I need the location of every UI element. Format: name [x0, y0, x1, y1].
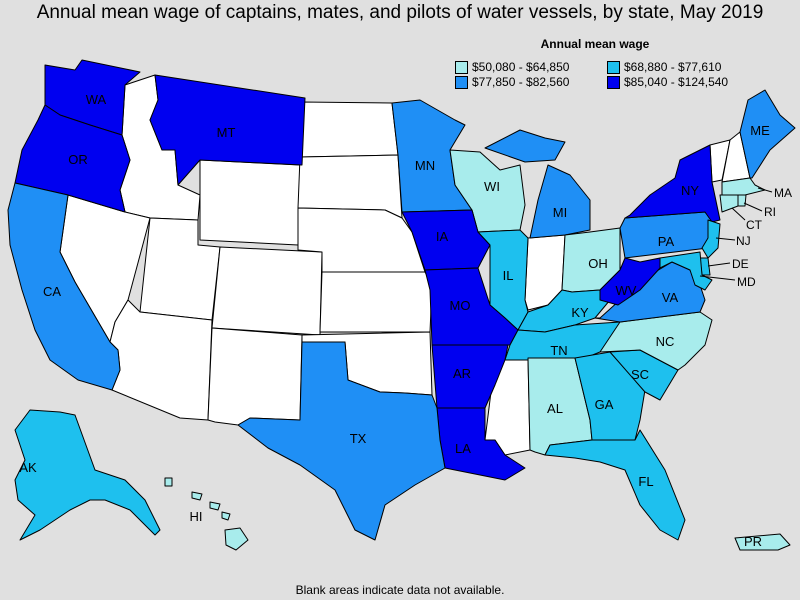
label-MT: MT: [217, 125, 236, 140]
legend-item: $77,850 - $82,560: [455, 75, 607, 89]
label-MN: MN: [415, 158, 435, 173]
state-WY: [199, 159, 301, 246]
label-NJ: NJ: [736, 234, 751, 248]
state-MT: [149, 74, 306, 186]
state-IA: [401, 209, 491, 271]
state-ME: [739, 89, 796, 179]
label-CA: CA: [43, 284, 61, 299]
label-PA: PA: [658, 234, 675, 249]
label-CT: CT: [746, 218, 763, 232]
state-CO: [211, 246, 323, 336]
legend-label: $77,850 - $82,560: [472, 75, 570, 89]
legend-swatch: [607, 75, 620, 89]
label-ME: ME: [750, 123, 770, 138]
footnote: Blank areas indicate data not available.: [295, 583, 505, 597]
label-OR: OR: [68, 152, 88, 167]
label-RI: RI: [764, 205, 776, 219]
legend-swatch: [455, 60, 468, 74]
label-WV: WV: [616, 283, 637, 298]
state-KS: [319, 271, 433, 333]
state-RI: [737, 194, 747, 207]
label-WI: WI: [484, 179, 500, 194]
state-TX: [237, 341, 446, 541]
state-NC: [599, 311, 713, 371]
label-TX: TX: [350, 431, 367, 446]
state-NY: [624, 144, 721, 223]
label-IL: IL: [503, 268, 514, 283]
label-TN: TN: [550, 343, 567, 358]
state-PR: [734, 533, 791, 551]
legend-swatch: [455, 75, 468, 89]
state-AK: [14, 409, 161, 541]
map-title: Annual mean wage of captains, mates, and…: [36, 2, 764, 23]
state-NM: [207, 327, 303, 426]
label-MO: MO: [450, 298, 471, 313]
label-FL: FL: [638, 474, 653, 489]
legend-item: $50,080 - $64,850: [455, 60, 607, 74]
label-VA: VA: [662, 290, 679, 305]
state-MD: [659, 251, 713, 291]
legend-swatch: [607, 60, 620, 74]
label-PR: PR: [744, 534, 762, 549]
label-MI: MI: [553, 205, 567, 220]
state-HI: [164, 477, 249, 551]
legend: Annual mean wage $50,080 - $64,850 $68,8…: [455, 37, 755, 89]
state-CT: [719, 194, 739, 213]
state-ND: [299, 101, 399, 158]
label-MD: MD: [737, 275, 756, 289]
state-OR: [14, 104, 131, 213]
label-IA: IA: [436, 229, 449, 244]
label-AK: AK: [19, 460, 37, 475]
legend-label: $85,040 - $124,540: [624, 75, 729, 89]
state-CA: [7, 182, 121, 391]
legend-title: Annual mean wage: [540, 37, 650, 51]
label-HI: HI: [190, 509, 203, 524]
legend-item: $85,040 - $124,540: [607, 75, 757, 89]
state-AZ: [109, 299, 213, 421]
label-NY: NY: [681, 183, 699, 198]
legend-label: $50,080 - $64,850: [472, 60, 570, 74]
legend-label: $68,880 - $77,610: [624, 60, 722, 74]
label-MA: MA: [774, 186, 792, 200]
label-GA: GA: [595, 397, 614, 412]
label-NC: NC: [656, 334, 675, 349]
label-OH: OH: [588, 256, 608, 271]
state-MI: [484, 129, 591, 239]
label-WA: WA: [86, 92, 107, 107]
label-KY: KY: [571, 305, 589, 320]
label-AL: AL: [547, 401, 563, 416]
legend-item: $68,880 - $77,610: [607, 60, 757, 74]
label-DE: DE: [732, 257, 749, 271]
label-AR: AR: [453, 366, 471, 381]
label-SC: SC: [631, 367, 649, 382]
state-FL: [544, 429, 686, 541]
label-LA: LA: [455, 441, 471, 456]
state-WI: [449, 149, 526, 233]
